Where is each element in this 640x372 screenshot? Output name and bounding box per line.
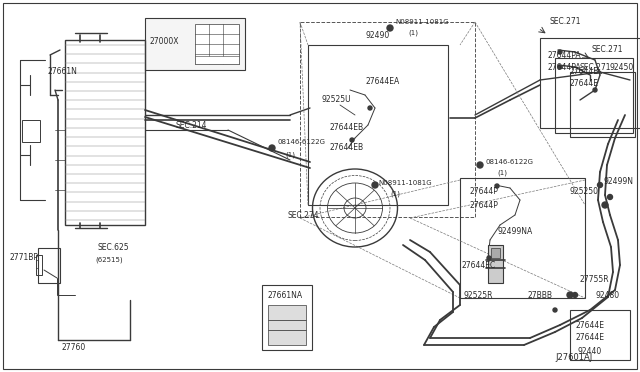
Bar [555, 58, 633, 133]
Text: 27000X: 27000X [150, 38, 179, 46]
Circle shape [558, 65, 562, 69]
Text: 92525R: 92525R [463, 291, 493, 299]
Bar [300, 22, 475, 217]
Text: (1): (1) [285, 152, 295, 158]
Bar [195, 56, 239, 64]
Bar [268, 320, 306, 330]
Circle shape [350, 138, 354, 142]
Text: SEC.274: SEC.274 [288, 211, 319, 219]
Text: 27644PA: 27644PA [548, 64, 582, 73]
Text: 92499N: 92499N [603, 177, 633, 186]
Text: J27601AJ: J27601AJ [555, 353, 592, 362]
Bar [570, 310, 630, 360]
Circle shape [387, 25, 393, 31]
Text: 92490: 92490 [365, 31, 389, 39]
Circle shape [607, 195, 612, 199]
Text: (1): (1) [390, 191, 400, 197]
Text: 08146-6122G: 08146-6122G [486, 159, 534, 165]
Circle shape [477, 162, 483, 168]
Text: 27644EC: 27644EC [462, 260, 496, 269]
Text: (62515): (62515) [95, 257, 123, 263]
Text: 27760: 27760 [62, 343, 86, 353]
Text: 27644EA: 27644EA [365, 77, 399, 87]
Text: 27644E: 27644E [570, 67, 599, 77]
Bar [195, 24, 239, 64]
Text: 08146-6122G: 08146-6122G [278, 139, 326, 145]
Text: N08911-1081G: N08911-1081G [378, 180, 431, 186]
Text: 27644P: 27644P [470, 201, 499, 209]
Text: SEC.625: SEC.625 [97, 244, 129, 253]
Text: SEC.271: SEC.271 [550, 17, 582, 26]
Text: 27644P: 27644P [470, 187, 499, 196]
Text: 27661N: 27661N [48, 67, 78, 77]
Text: 92480: 92480 [595, 291, 619, 299]
Circle shape [558, 50, 562, 54]
Bar [488, 245, 503, 283]
Bar [491, 248, 500, 258]
Text: (1): (1) [497, 170, 507, 176]
Text: 27644E: 27644E [570, 78, 599, 87]
Bar [38, 248, 60, 283]
Circle shape [573, 292, 577, 298]
Text: 925250: 925250 [570, 187, 599, 196]
Bar [65, 40, 145, 225]
Text: 2771BP: 2771BP [10, 253, 39, 263]
Bar [145, 18, 245, 70]
Bar [460, 178, 585, 298]
Bar [540, 38, 640, 128]
Bar [308, 45, 448, 205]
Text: 27BBB: 27BBB [528, 291, 553, 299]
Bar [570, 72, 635, 137]
Bar [36, 255, 42, 275]
Circle shape [372, 182, 378, 188]
Text: 92450: 92450 [610, 64, 634, 73]
Bar [268, 305, 306, 320]
Text: 27755R: 27755R [580, 276, 610, 285]
Circle shape [593, 88, 597, 92]
Text: 27644EB: 27644EB [330, 124, 364, 132]
Text: N08911-1081G: N08911-1081G [395, 19, 449, 25]
Text: 92440: 92440 [578, 347, 602, 356]
Text: SEC.214: SEC.214 [175, 122, 207, 131]
Text: 27644E: 27644E [575, 321, 604, 330]
Bar [268, 330, 306, 345]
Text: (1): (1) [408, 30, 418, 36]
Circle shape [602, 202, 608, 208]
Circle shape [487, 256, 491, 260]
Text: 27644E: 27644E [575, 334, 604, 343]
Circle shape [598, 183, 602, 187]
Text: 27661NA: 27661NA [268, 291, 303, 299]
Circle shape [368, 106, 372, 110]
Bar [22, 120, 40, 142]
Bar [262, 285, 312, 350]
Text: SEC.271: SEC.271 [580, 64, 611, 73]
Text: 27644EB: 27644EB [330, 144, 364, 153]
Text: 92525U: 92525U [322, 96, 351, 105]
Circle shape [553, 308, 557, 312]
Circle shape [269, 145, 275, 151]
Text: SEC.271: SEC.271 [592, 45, 623, 55]
Text: 92499NA: 92499NA [498, 228, 533, 237]
Circle shape [567, 292, 573, 298]
Circle shape [495, 184, 499, 188]
Text: 27644PA: 27644PA [548, 51, 582, 60]
